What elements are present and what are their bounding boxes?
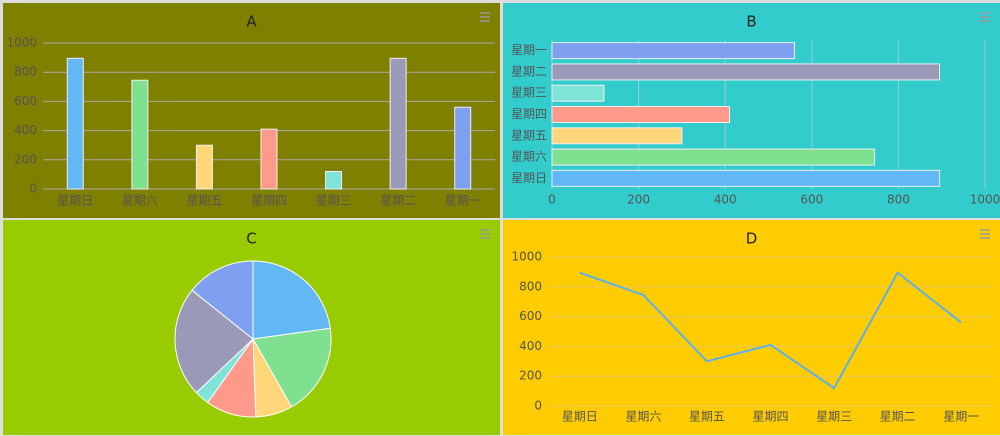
chart-panel: A 0 200 400 600 800 1000 星期日 星期六 星期五 星期四 星期三 星期二 星期一 (3, 3, 500, 218)
x-tick-label: 星期一 (943, 410, 979, 424)
bar (66, 57, 84, 190)
x-tick-label: 星期四 (251, 194, 287, 208)
x-tick-label: 200 (627, 193, 650, 207)
y-tick-label: 星期五 (511, 128, 547, 142)
x-tick-label: 星期五 (689, 410, 725, 424)
toolbox-menu[interactable] (980, 12, 990, 22)
x-tick-label: 星期四 (752, 410, 788, 424)
x-tick-label: 星期五 (186, 194, 222, 208)
panel-background (503, 220, 1000, 435)
y-tick-label: 1000 (6, 36, 37, 50)
chart-panel: B 0 200 400 600 800 1000 星期日 星期六 星期五 星期四 星期三 星期二 星期一 (503, 3, 1000, 218)
chart-title: D (746, 230, 758, 248)
y-tick-label: 200 (519, 369, 542, 383)
bar (325, 170, 343, 190)
pie-slice (174, 289, 254, 394)
x-tick-label: 星期日 (57, 194, 93, 208)
bar (131, 79, 149, 190)
pie-slice (252, 260, 331, 340)
y-tick-label: 400 (519, 339, 542, 353)
x-tick-label: 400 (714, 193, 737, 207)
x-tick-label: 星期六 (625, 410, 661, 424)
y-tick-label: 星期二 (511, 64, 547, 78)
y-tick-label: 800 (519, 279, 542, 293)
y-tick-label: 星期六 (511, 150, 547, 164)
chart-title: B (746, 13, 756, 31)
bar (551, 84, 605, 102)
y-tick-label: 星期四 (511, 107, 547, 121)
y-tick-label: 800 (14, 65, 37, 79)
pie-slice (191, 260, 254, 341)
x-tick-label: 0 (548, 193, 556, 207)
bar (260, 128, 278, 190)
x-tick-label: 1000 (970, 193, 1000, 207)
bar (551, 148, 876, 166)
x-tick-label: 800 (887, 193, 910, 207)
y-tick-label: 1000 (511, 250, 542, 264)
y-tick-label: 0 (534, 399, 542, 413)
chart-panel: D 0 200 400 600 800 1000 星期日 星期六 星期五 星期四 星期三 星期二 星期一 (503, 220, 1000, 435)
y-tick-label: 星期一 (511, 43, 547, 57)
x-tick-label: 星期三 (316, 194, 352, 208)
y-tick-label: 600 (14, 94, 37, 108)
x-tick-label: 星期日 (562, 410, 598, 424)
x-tick-label: 星期二 (380, 194, 416, 208)
y-tick-label: 200 (14, 152, 37, 166)
x-tick-label: 600 (800, 193, 823, 207)
bar (551, 106, 731, 123)
y-tick-label: 600 (519, 309, 542, 323)
chart-title: C (246, 230, 256, 248)
toolbox-menu[interactable] (480, 229, 490, 239)
bar (551, 169, 941, 187)
y-tick-label: 星期三 (511, 86, 547, 100)
bar (551, 127, 683, 145)
toolbox-menu[interactable] (480, 12, 490, 22)
x-tick-label: 星期一 (445, 194, 481, 208)
x-tick-label: 星期二 (880, 410, 916, 424)
chart-panel: C (3, 220, 500, 435)
y-tick-label: 0 (29, 182, 37, 196)
y-tick-label: 星期日 (511, 171, 547, 185)
x-tick-label: 星期三 (816, 410, 852, 424)
bar (551, 63, 941, 81)
bar (195, 144, 213, 190)
pie-slice (252, 327, 332, 408)
panel-background (3, 3, 500, 218)
bar (454, 106, 472, 190)
bar (389, 57, 407, 190)
x-tick-label: 星期六 (122, 194, 158, 208)
toolbox-menu[interactable] (980, 229, 990, 239)
line (579, 271, 962, 390)
chart-title: A (246, 13, 257, 31)
y-tick-label: 400 (14, 123, 37, 137)
bar (551, 42, 795, 60)
